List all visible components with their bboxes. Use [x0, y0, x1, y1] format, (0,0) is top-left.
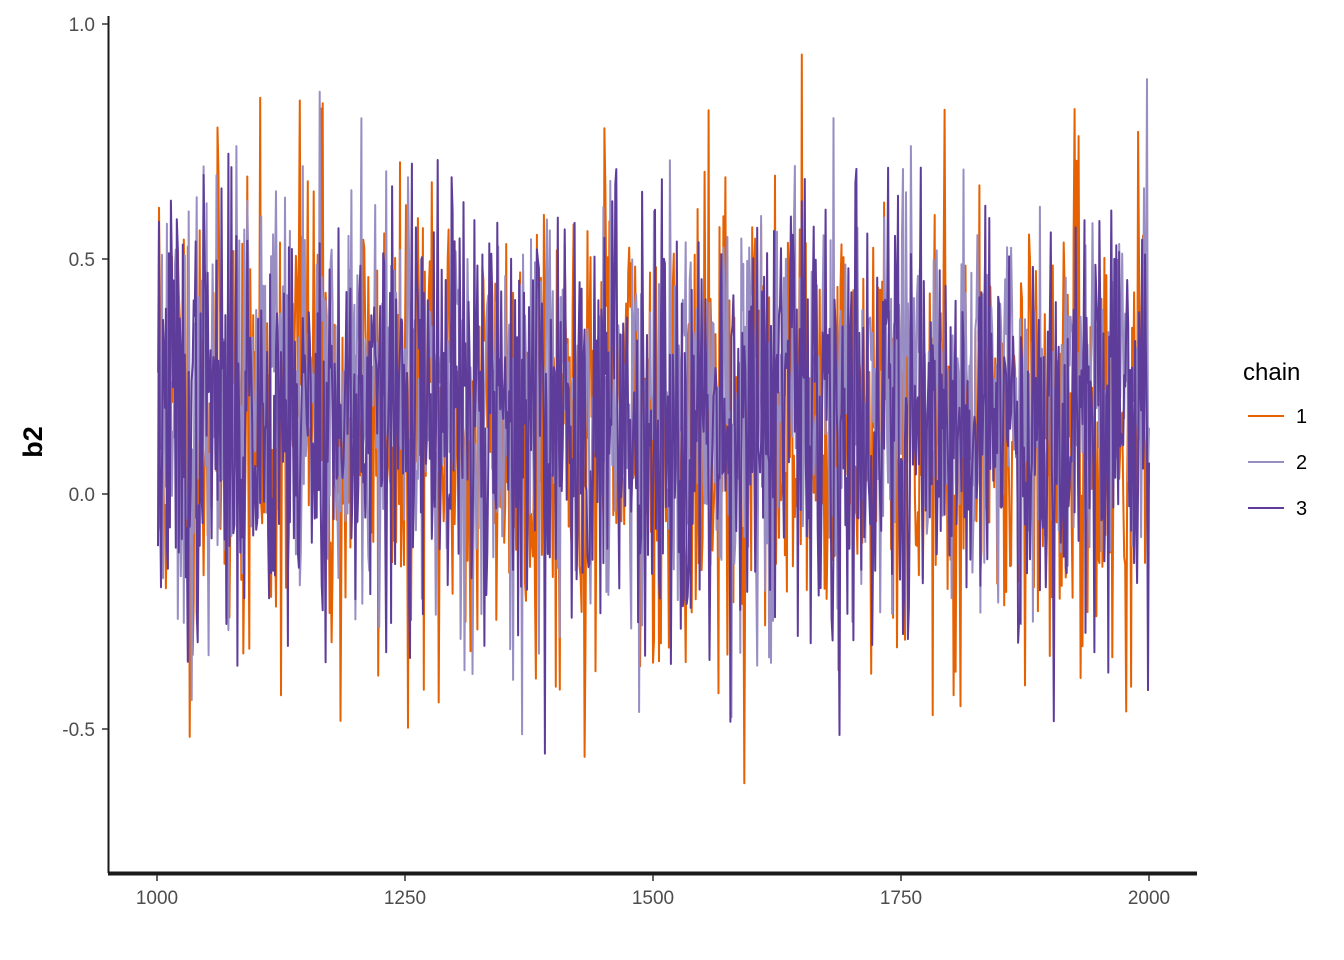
legend-label-chain-1: 1 [1296, 406, 1307, 428]
y-tick-label: 0.0 [69, 485, 95, 506]
y-axis-ticks: -0.5 0.0 0.5 1.0 [62, 15, 108, 741]
y-tick-label: 1.0 [69, 15, 95, 36]
legend-title: chain [1243, 359, 1300, 386]
x-tick-label: 1500 [632, 888, 674, 909]
x-tick-label: 1250 [384, 888, 426, 909]
y-tick-label: 0.5 [69, 250, 95, 271]
x-tick-label: 1000 [136, 888, 178, 909]
y-tick-label: -0.5 [62, 720, 95, 741]
legend-label-chain-3: 3 [1296, 498, 1307, 520]
x-tick-label: 2000 [1128, 888, 1170, 909]
legend-label-chain-2: 2 [1296, 452, 1307, 474]
y-axis-title: b2 [18, 426, 48, 458]
legend: chain 1 2 3 [1243, 359, 1307, 520]
series-line-chain-3 [157, 152, 1150, 755]
x-tick-label: 1750 [880, 888, 922, 909]
x-axis-ticks: 1000 1250 1500 1750 2000 [136, 875, 1170, 909]
plot-area [157, 53, 1150, 785]
